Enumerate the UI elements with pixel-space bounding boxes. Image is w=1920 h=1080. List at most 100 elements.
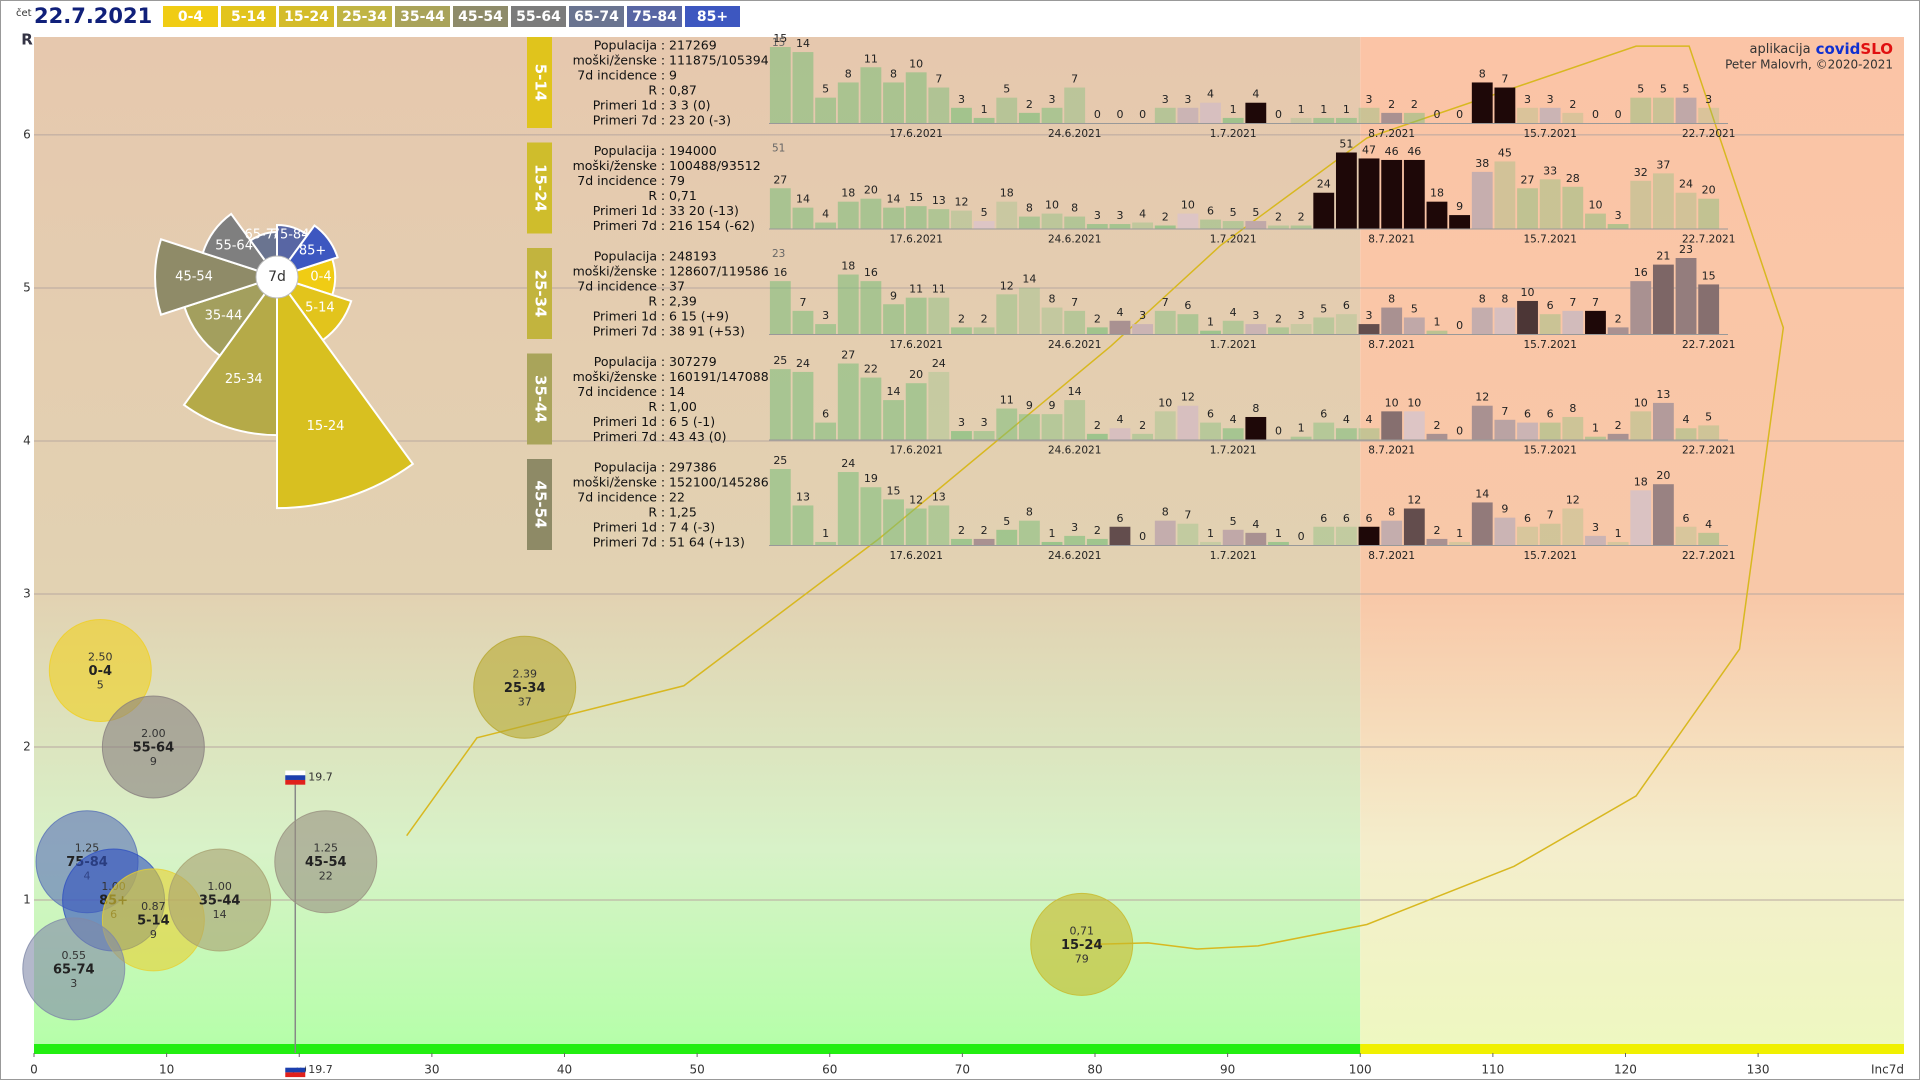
day-bar xyxy=(1335,152,1357,229)
day-bar xyxy=(1018,414,1040,440)
bar-value-label: 8 xyxy=(1071,202,1078,215)
stat-separator: : xyxy=(661,460,665,475)
day-bar xyxy=(1630,490,1652,545)
x-tick-label: 40 xyxy=(557,1063,572,1077)
stat-label: Primeri 1d xyxy=(593,309,657,324)
day-bar xyxy=(1381,159,1403,229)
day-bar xyxy=(1358,526,1380,545)
age-group-button[interactable] xyxy=(569,6,624,27)
bar-value-label: 0 xyxy=(1139,530,1146,543)
day-bar xyxy=(1675,192,1697,229)
day-bar xyxy=(769,369,791,440)
date-label: 22.7.2021 xyxy=(1682,128,1735,140)
stat-value: 0,87 xyxy=(669,83,697,98)
age-group-label: 45-54 xyxy=(458,9,503,25)
stat-label: Populacija xyxy=(594,249,657,264)
age-group-button[interactable] xyxy=(395,6,450,27)
day-bar xyxy=(1154,107,1176,123)
stat-separator: : xyxy=(661,38,665,53)
age-group-button[interactable] xyxy=(279,6,334,27)
stat-label: 7d incidence xyxy=(577,490,657,505)
bar-value-label: 5 xyxy=(1705,410,1712,423)
bar-value-label: 7 xyxy=(1184,509,1191,522)
age-group-button[interactable] xyxy=(627,6,682,27)
day-bar xyxy=(1698,198,1720,229)
day-bar xyxy=(1494,87,1516,123)
bar-value-label: 14 xyxy=(796,37,810,50)
stat-separator: : xyxy=(661,113,665,128)
day-bar xyxy=(1381,307,1403,334)
bar-value-label: 3 xyxy=(1366,309,1373,322)
bar-value-label: 20 xyxy=(864,184,878,197)
age-group-button[interactable] xyxy=(337,6,392,27)
day-bar xyxy=(837,274,859,334)
date-label: 1.7.2021 xyxy=(1210,445,1257,457)
bubble-r-label: 2.00 xyxy=(141,727,166,740)
bar-value-label: 6 xyxy=(1207,205,1214,218)
day-bar xyxy=(951,327,972,334)
stat-value: 128607/119586 xyxy=(669,264,769,279)
age-group-button[interactable] xyxy=(453,6,508,27)
day-bar xyxy=(837,201,859,229)
date-label: 15.7.2021 xyxy=(1523,234,1576,246)
day-bar xyxy=(1562,508,1584,545)
panel-tag xyxy=(527,142,552,234)
bar-value-label: 2 xyxy=(1275,211,1282,224)
bar-value-label: 19 xyxy=(864,472,878,485)
day-bar xyxy=(792,505,814,545)
age-group-label: 85+ xyxy=(697,9,728,25)
day-bar xyxy=(1652,173,1674,229)
bar-value-label: 6 xyxy=(1524,512,1531,525)
bar-value-label: 6 xyxy=(822,408,829,421)
day-bar xyxy=(1222,221,1244,229)
bar-value-label: 5 xyxy=(1660,83,1667,96)
stat-value: 111875/105394 xyxy=(669,53,769,68)
bar-value-label: 20 xyxy=(1656,469,1670,482)
age-group-button[interactable] xyxy=(511,6,566,27)
bar-value-label: 16 xyxy=(773,266,787,279)
bubble-inc-label: 79 xyxy=(1075,952,1089,965)
day-bar xyxy=(1675,526,1697,545)
bar-value-label: 2 xyxy=(1275,312,1282,325)
bar-value-label: 6 xyxy=(1547,408,1554,421)
day-bar xyxy=(1200,330,1221,334)
bar-value-label: 15 xyxy=(887,484,901,497)
trail-line xyxy=(406,45,1785,950)
panel-ymax-label: 51 xyxy=(772,143,785,155)
day-bar xyxy=(815,222,837,229)
date-label: 22.7.2021 xyxy=(1682,339,1735,351)
age-group-button[interactable] xyxy=(685,6,740,27)
day-bar xyxy=(1539,523,1561,545)
bar-value-label: 0 xyxy=(1456,319,1463,332)
bar-value-label: 4 xyxy=(1139,208,1146,221)
x-tick-label: 100 xyxy=(1349,1063,1372,1077)
day-bar xyxy=(1471,405,1493,440)
age-group-button[interactable] xyxy=(163,6,218,27)
day-bar xyxy=(815,324,837,334)
day-bar xyxy=(1268,541,1289,545)
flag-stripe xyxy=(285,1067,306,1073)
stat-label: Primeri 1d xyxy=(593,98,657,113)
strip-low xyxy=(34,1044,1361,1054)
stat-value: 33 20 (-13) xyxy=(669,203,739,218)
stat-separator: : xyxy=(661,158,665,173)
national-flag xyxy=(285,770,306,785)
day-bar xyxy=(1018,112,1040,123)
age-group-button[interactable] xyxy=(221,6,276,27)
bubble-inc-label: 5 xyxy=(97,678,104,691)
bar-value-label: 6 xyxy=(1343,299,1350,312)
bar-value-label: 1 xyxy=(1275,527,1282,540)
day-bar xyxy=(1177,405,1199,440)
bar-value-label: 5 xyxy=(1252,206,1259,219)
date-label: 24.6.2021 xyxy=(1048,445,1101,457)
day-bar xyxy=(1268,225,1289,229)
day-bar xyxy=(951,107,972,123)
day-bar xyxy=(1471,307,1493,334)
bar-value-label: 11 xyxy=(1000,394,1014,407)
panel-tag xyxy=(527,353,552,445)
bar-value-label: 18 xyxy=(1634,475,1648,488)
bar-value-label: 24 xyxy=(932,357,946,370)
stat-label: 7d incidence xyxy=(577,384,657,399)
bar-value-label: 5 xyxy=(1320,302,1327,315)
